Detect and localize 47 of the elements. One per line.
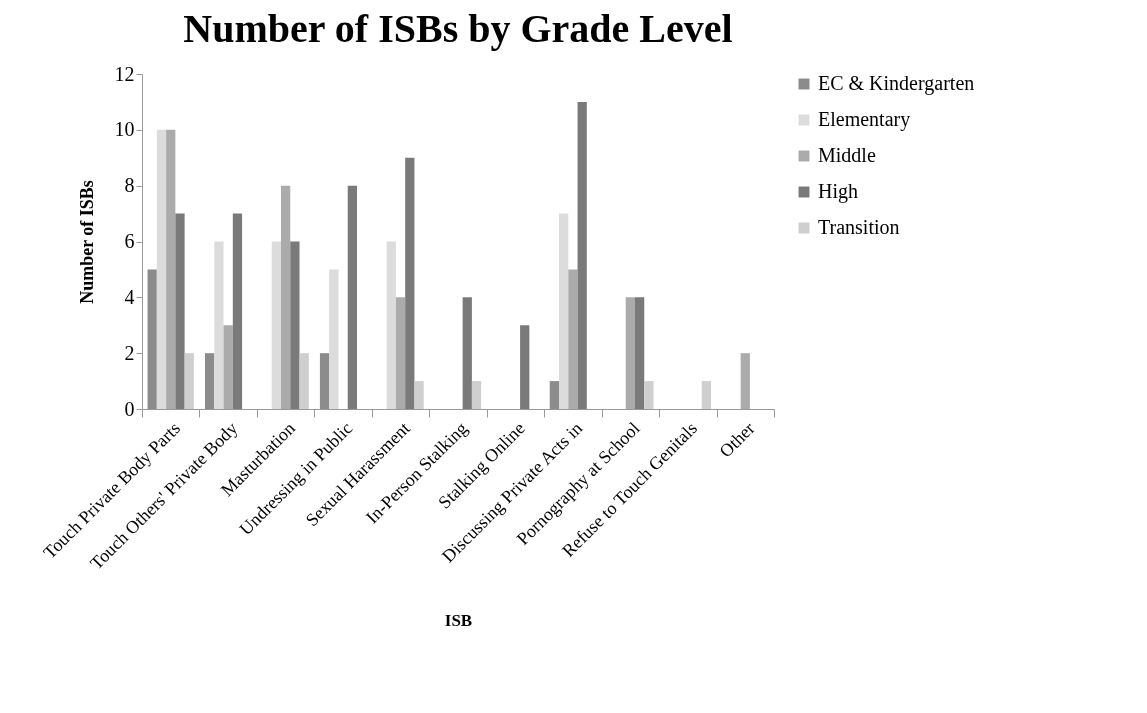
y-tick-label: 6 [124,230,135,252]
bar [347,185,357,409]
y-tick-label: 2 [124,341,135,364]
legend-label: Middle [818,144,876,166]
y-tick-label: 8 [124,174,135,197]
bar [299,353,309,409]
x-axis-title: ISB [444,611,473,631]
bar [740,353,750,409]
bar [329,269,339,409]
bar [232,213,243,409]
bar [414,381,424,409]
y-tick-label: 10 [114,118,135,141]
bar [471,381,482,409]
bar [147,269,157,409]
y-tick-label: 0 [124,397,135,420]
bar [644,381,654,409]
y-axis-title: Number of ISBs [76,180,97,304]
bar [462,297,472,409]
bar [271,241,281,409]
y-tick-label: 4 [124,285,135,308]
bar [701,381,711,409]
bar [625,297,635,409]
bar [395,297,406,409]
bar [214,241,224,409]
bar [281,185,291,409]
bar [319,353,330,409]
bar [577,101,587,409]
bar [290,241,300,409]
bar [405,157,415,409]
legend-label: Transition [818,216,900,238]
chart-title: Number of ISBs by Grade Level [183,6,733,51]
legend-label: Elementary [818,108,911,131]
bar [559,213,569,409]
bar [549,381,560,409]
bar [205,353,215,409]
bar [635,297,645,409]
bar [184,353,194,409]
bar [568,269,578,409]
bar [520,325,530,409]
bar [223,325,233,409]
y-tick-label: 12 [114,62,135,85]
bar [156,129,167,409]
bar [175,213,185,409]
legend-label: High [818,180,858,203]
bar [166,129,176,409]
bar [386,241,396,409]
legend-label: EC & Kindergarten [818,72,975,95]
